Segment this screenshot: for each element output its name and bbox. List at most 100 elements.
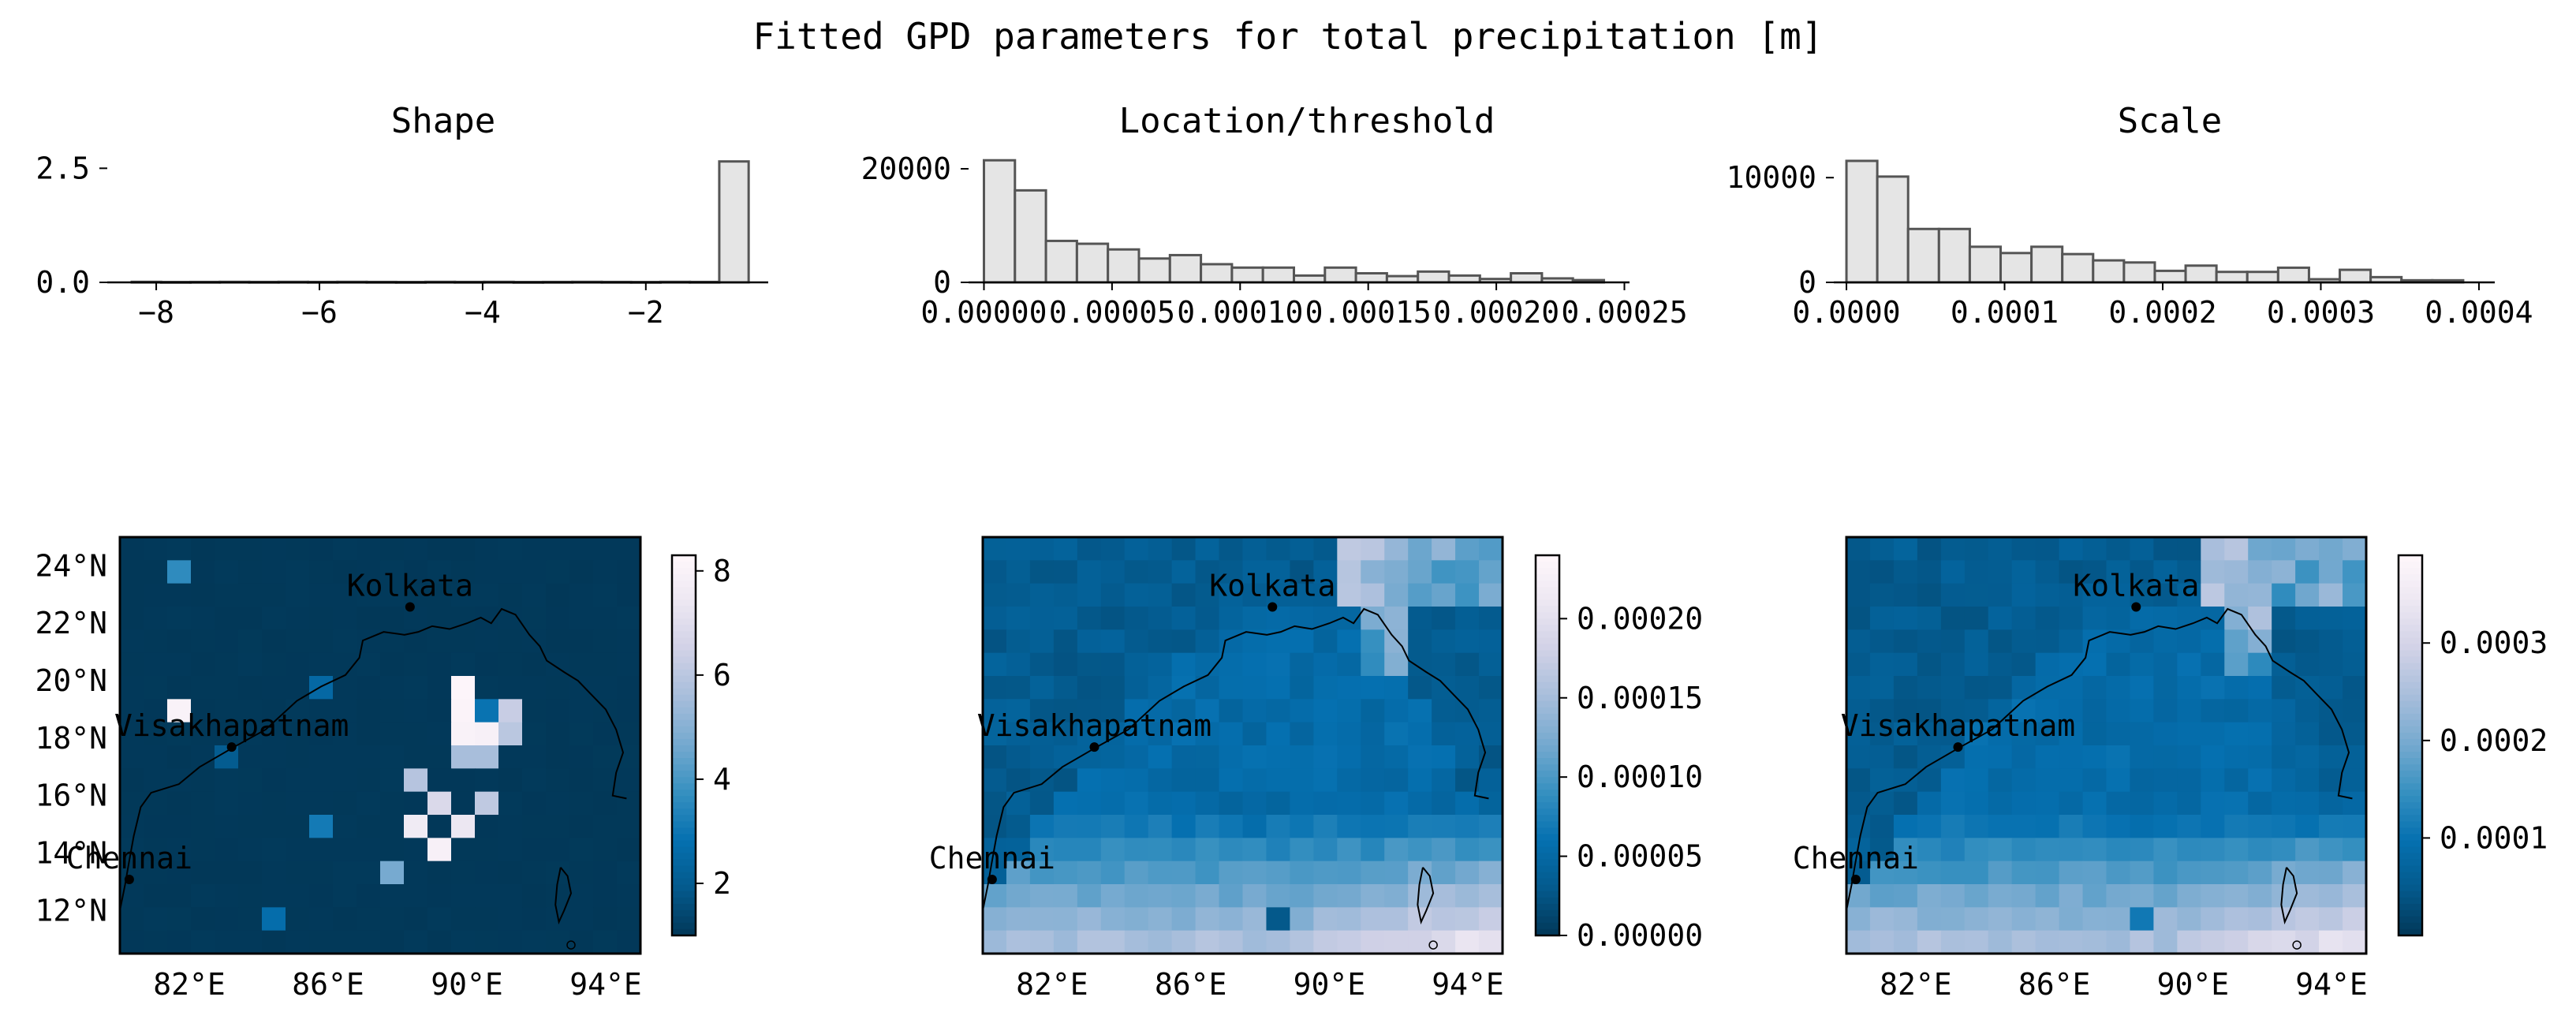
map-cell <box>427 768 452 793</box>
map-cell <box>1100 861 1126 885</box>
map-cell <box>2224 815 2249 838</box>
map-cell <box>1006 930 1031 954</box>
colorbar-step <box>672 922 696 930</box>
map-cell <box>1455 838 1480 862</box>
map-cell <box>1455 884 1480 908</box>
map-cell <box>2248 607 2272 630</box>
map-cell <box>167 676 192 700</box>
map-cell <box>309 861 334 885</box>
histogram-bar <box>2246 271 2279 284</box>
map-cell <box>1290 907 1314 932</box>
map-cell <box>1266 861 1291 885</box>
map-cell <box>1893 861 1918 885</box>
map-cell <box>1479 884 1503 908</box>
map-cell <box>617 791 641 816</box>
map-cell <box>522 676 547 700</box>
map-cell <box>2319 861 2343 885</box>
map-cell <box>1195 815 1220 838</box>
colorbar-step <box>2399 568 2422 575</box>
map-cell <box>1869 676 1895 700</box>
map-cell <box>309 629 334 654</box>
map-cell <box>2035 884 2060 908</box>
colorbar-step <box>1536 555 1559 562</box>
colorbar-tick-label: 0.00020 <box>1577 601 1703 636</box>
colorbar-step <box>672 808 696 816</box>
map-cell <box>546 629 570 654</box>
colorbar-tick-label: 2 <box>713 866 731 901</box>
map-cell <box>1053 722 1078 746</box>
map-cell <box>309 652 334 677</box>
map-cell <box>1361 745 1385 769</box>
colorbar-step <box>1536 834 1559 842</box>
map-cell <box>1313 629 1338 654</box>
map-cell <box>1124 907 1149 932</box>
colorbar-step <box>2399 631 2422 639</box>
map-cell <box>2106 838 2131 862</box>
map-cell <box>215 722 239 746</box>
colorbar-step <box>1536 771 1559 778</box>
map-cell <box>167 652 192 677</box>
map-cell <box>1148 583 1173 607</box>
map-cell <box>380 583 405 607</box>
map-cell <box>191 676 215 700</box>
map-cell <box>1006 907 1031 932</box>
colorbar-tick-label: 0.00010 <box>1577 760 1703 794</box>
colorbar-step <box>2399 562 2422 569</box>
map-cell <box>1964 791 1989 816</box>
map-cell <box>1290 791 1314 816</box>
lat-tick-label: 18°N <box>35 721 107 756</box>
colorbar-step <box>2399 625 2422 633</box>
map-cell <box>215 861 239 885</box>
map-cell <box>1124 583 1149 607</box>
map-cell <box>309 537 334 561</box>
map-cell <box>451 815 476 838</box>
lon-tick-label: 90°E <box>1294 967 1366 1002</box>
map-cell <box>1313 815 1338 838</box>
map-cell <box>2153 815 2178 838</box>
map-cell <box>983 815 1007 838</box>
map-cell <box>120 699 144 723</box>
map-cell <box>498 791 523 816</box>
map-cell <box>1053 815 1078 838</box>
map-cell <box>2177 838 2201 862</box>
map-cell <box>309 907 334 932</box>
map-cell <box>2011 907 2037 932</box>
map-cell <box>1077 791 1102 816</box>
map-cell <box>1053 838 1078 862</box>
map-cell <box>167 607 192 630</box>
map-cell <box>1893 676 1918 700</box>
histogram-bar <box>1968 245 2003 284</box>
map-cell <box>2295 722 2320 746</box>
map-cell <box>262 583 286 607</box>
colorbar-step <box>672 738 696 746</box>
map-cell <box>1432 861 1456 885</box>
map-cell <box>1029 815 1055 838</box>
map-cell <box>2343 607 2367 630</box>
map-cell <box>475 676 499 700</box>
map-cell <box>2153 676 2178 700</box>
map-cell <box>1100 560 1126 584</box>
map-cell <box>1988 838 2013 862</box>
colorbar-step <box>2399 688 2422 696</box>
map-cell <box>1893 745 1918 769</box>
map-cell <box>546 768 570 793</box>
colorbar-tick-label: 0.00005 <box>1577 839 1703 874</box>
x-tick-label: −8 <box>138 295 174 330</box>
map-cell <box>2201 861 2225 885</box>
map-cell <box>1266 884 1291 908</box>
map-cell <box>2272 699 2296 723</box>
colorbar: 2 4 6 8 <box>670 554 731 937</box>
map-cell <box>1053 676 1078 700</box>
map-cell <box>2106 537 2131 561</box>
map-cell <box>2059 583 2084 607</box>
map-cell <box>983 607 1007 630</box>
colorbar-step <box>1536 562 1559 569</box>
map-cell <box>2224 583 2249 607</box>
map-cell <box>262 629 286 654</box>
map-cell <box>1940 699 1966 723</box>
map-panel-2: Kolkata Visakhapatnam Chennai 82°E 86°E 90°E 9… <box>929 536 1703 1002</box>
map-cell <box>286 583 310 607</box>
map-cell <box>2082 768 2107 793</box>
map-cell <box>167 791 192 816</box>
map-cell <box>1869 560 1895 584</box>
